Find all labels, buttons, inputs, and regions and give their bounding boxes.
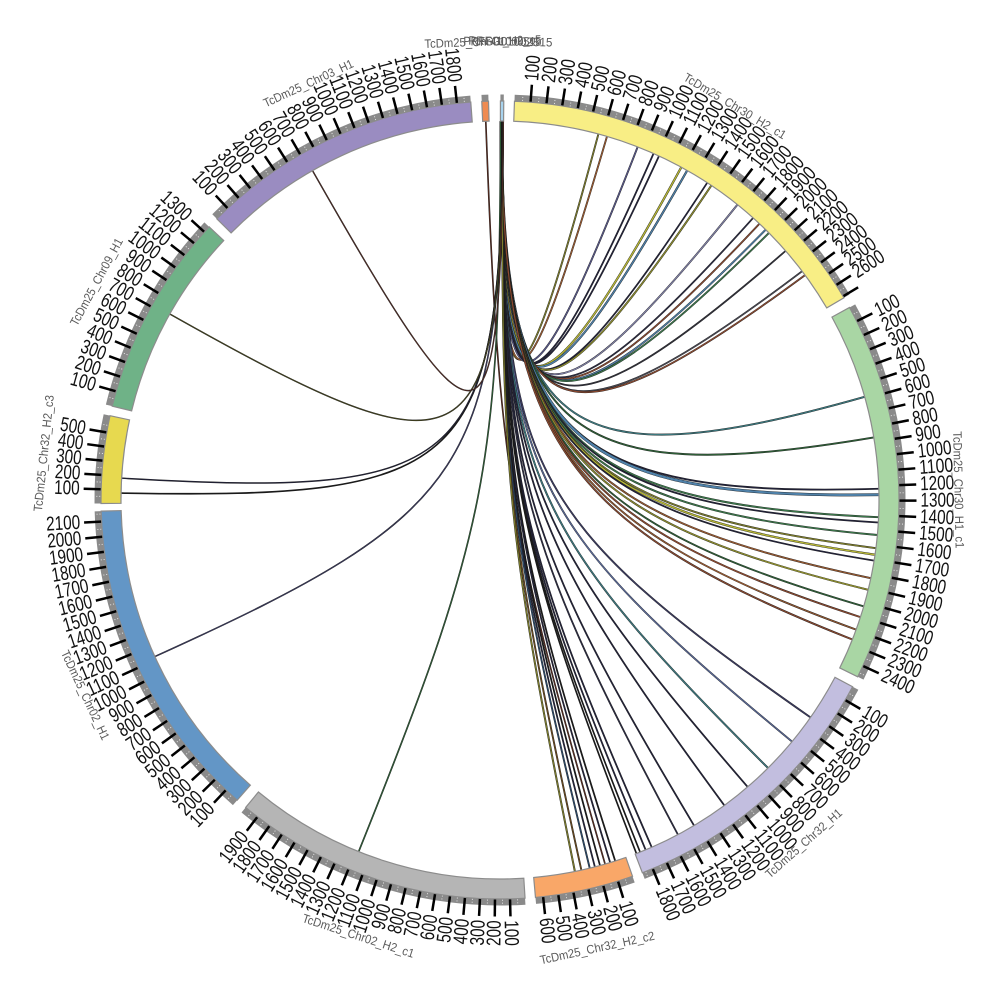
svg-text:1400: 1400 — [920, 506, 955, 529]
svg-text:PRFG01000515: PRFG01000515 — [463, 34, 541, 48]
svg-text:500: 500 — [59, 414, 88, 440]
svg-text:1200: 1200 — [920, 472, 955, 495]
svg-text:100: 100 — [521, 54, 545, 81]
svg-text:900: 900 — [914, 421, 943, 447]
svg-text:600: 600 — [534, 917, 559, 945]
svg-text:500: 500 — [551, 914, 576, 942]
svg-text:500: 500 — [433, 916, 458, 944]
svg-text:200: 200 — [54, 461, 81, 485]
svg-text:1700: 1700 — [914, 555, 951, 582]
svg-text:300: 300 — [582, 908, 609, 938]
svg-text:1600: 1600 — [916, 539, 952, 565]
svg-text:TcDm25_Chr30_H1_c1: TcDm25_Chr30_H1_c1 — [950, 431, 967, 548]
svg-text:1700: 1700 — [423, 49, 450, 86]
svg-text:1100: 1100 — [918, 454, 954, 479]
svg-text:2000: 2000 — [46, 528, 82, 553]
svg-text:1000: 1000 — [916, 437, 952, 463]
svg-text:400: 400 — [450, 918, 474, 945]
svg-text:400: 400 — [57, 429, 85, 454]
svg-text:400: 400 — [571, 60, 598, 89]
svg-text:300: 300 — [555, 58, 581, 87]
svg-text:1800: 1800 — [440, 47, 466, 83]
svg-text:600: 600 — [417, 913, 443, 942]
svg-text:300: 300 — [55, 445, 83, 469]
svg-text:400: 400 — [567, 911, 593, 940]
svg-text:TcDm25_Chr41_H2_c5: TcDm25_Chr41_H2_c5 — [424, 33, 542, 51]
svg-text:800: 800 — [911, 404, 940, 430]
svg-text:100: 100 — [500, 920, 523, 946]
svg-text:1300: 1300 — [920, 490, 954, 512]
svg-text:200: 200 — [483, 920, 505, 946]
svg-text:700: 700 — [400, 910, 427, 939]
svg-text:300: 300 — [467, 919, 490, 946]
svg-text:2100: 2100 — [46, 512, 81, 536]
svg-text:1500: 1500 — [918, 522, 954, 547]
svg-text:200: 200 — [538, 56, 563, 84]
svg-text:1900: 1900 — [48, 544, 85, 570]
svg-text:100: 100 — [54, 477, 80, 500]
svg-text:PRFG01002515: PRFG01002515 — [468, 34, 552, 50]
